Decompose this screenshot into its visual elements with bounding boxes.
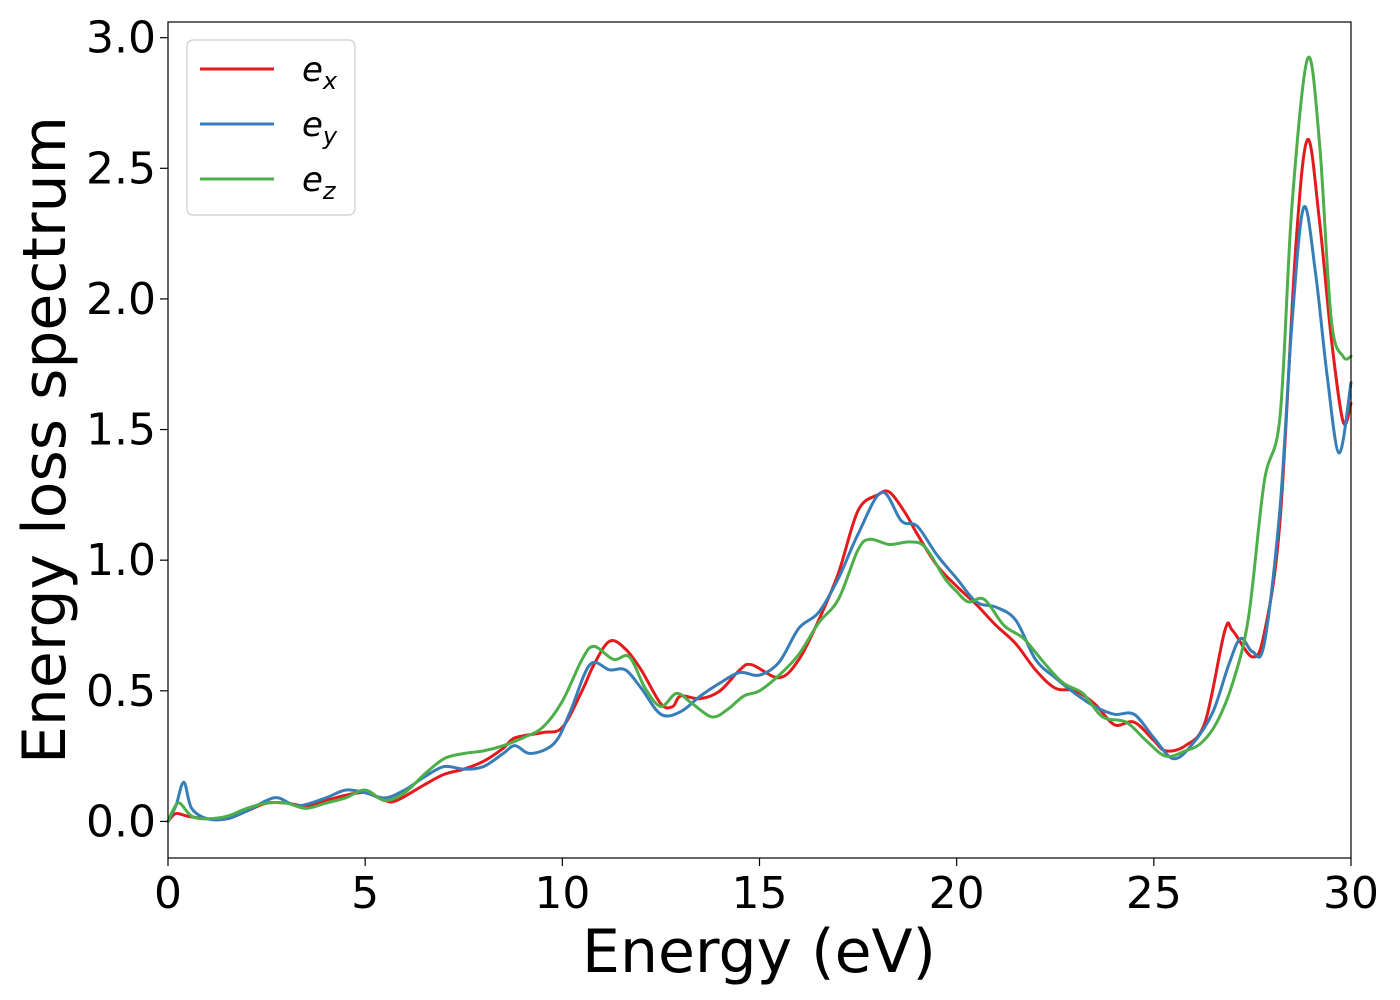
legend-box [186,39,356,216]
y-tick-label: 3.0 [86,13,156,64]
y-tick-label: 2.0 [86,274,156,325]
x-tick-label: 25 [1126,868,1182,919]
x-tick-label: 0 [154,868,182,919]
y-axis-label: Energy loss spectrum [10,116,80,764]
series-line-e-y [166,204,1353,823]
x-tick-label: 15 [732,868,788,919]
x-tick-label: 10 [534,868,590,919]
x-axis: 0 5 10 15 20 25 30 [154,858,1379,919]
plot-background [168,22,1351,858]
y-tick-label: 2.5 [86,143,156,194]
legend-label-z: ez [302,160,337,205]
series-line-e-z [166,55,1353,823]
x-tick-label: 30 [1323,868,1379,919]
x-axis-label: Energy (eV) [582,917,936,987]
legend-label-x: ex [302,50,338,95]
series-layer [166,55,1353,823]
x-tick-label: 5 [351,868,379,919]
y-tick-label: 0.5 [86,666,156,717]
legend: ex ey ez [186,39,356,216]
y-tick-label: 1.5 [86,405,156,456]
x-tick-label: 20 [929,868,985,919]
y-tick-label: 0.0 [86,796,156,847]
y-axis: 0.0 0.5 1.0 1.5 2.0 2.5 3.0 [86,13,168,847]
y-tick-label: 1.0 [86,535,156,586]
legend-label-y: ey [302,105,338,150]
